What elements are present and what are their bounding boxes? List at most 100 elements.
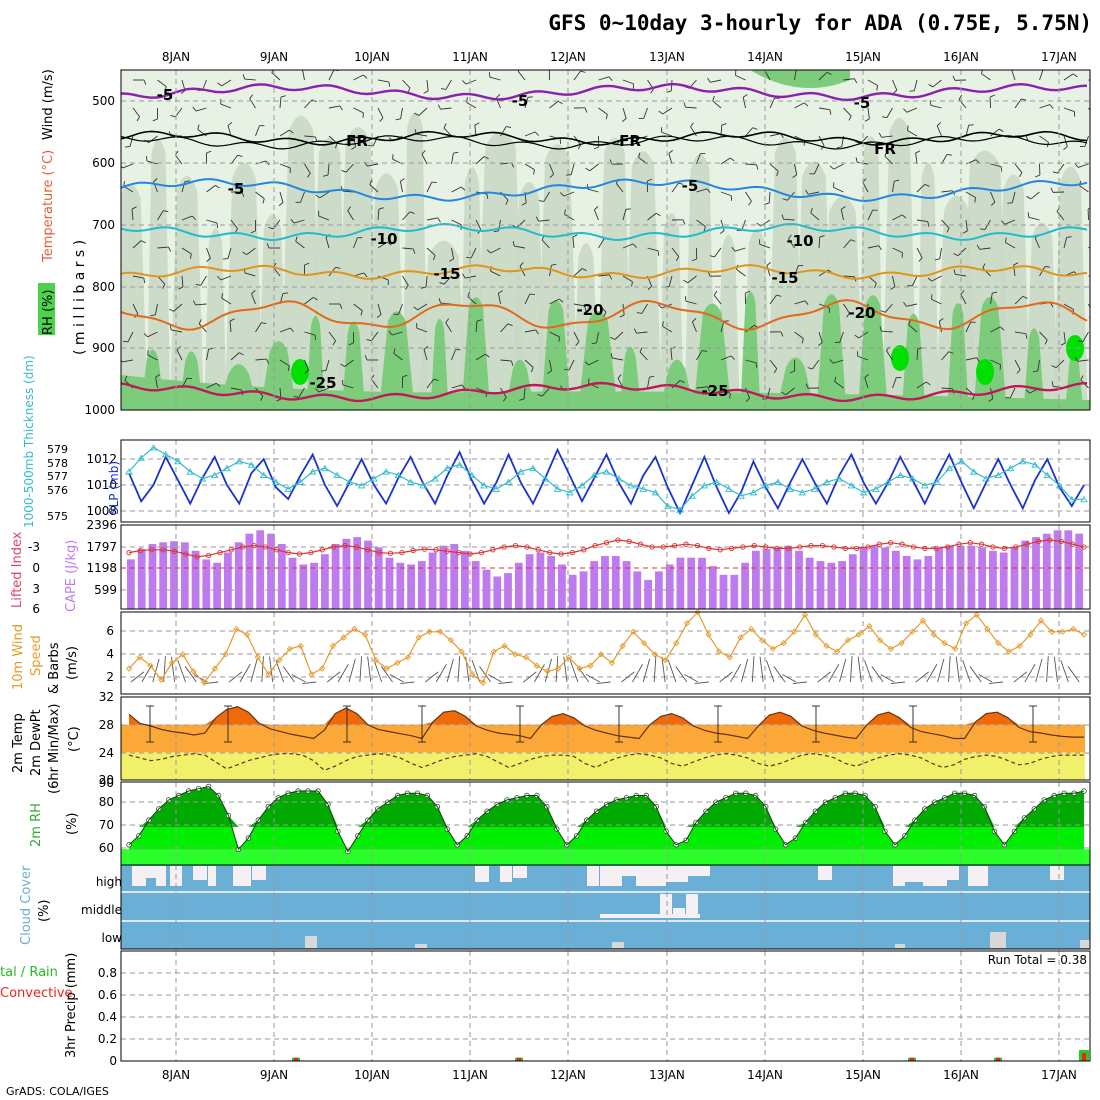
upper-barb [916,348,919,361]
upper-barb-flag [498,290,503,294]
thickness-point [945,464,954,472]
upper-barb-flag [998,128,1004,132]
upper-barb [913,79,918,91]
upper-barb [327,163,330,175]
upper-barb [957,247,967,256]
upper-barb-flag [206,257,211,262]
cloud-low-cell [895,944,905,948]
upper-barb [843,107,852,117]
wind10-barb [586,674,600,683]
temperature-axis-label: Temperature (°C) [41,150,56,263]
upper-barb-flag [658,304,663,309]
thickness-point [504,478,513,485]
upper-barb [206,247,211,259]
cape-bar [234,542,243,609]
upper-barb [426,181,433,193]
cape-bar [407,564,415,609]
upper-barb [990,191,996,203]
upper-barb-flag [907,125,909,131]
upper-barb-flag [731,247,736,252]
upper-barb-flag [788,234,792,240]
upper-barb-flag [684,296,687,302]
upper-barb-flag [216,382,221,387]
cape-bar [741,562,749,609]
upper-barb [843,78,855,81]
upper-barb-flag [879,326,882,332]
wind10-barb [479,666,492,683]
thickness-point [798,488,807,496]
upper-barb-flag [521,202,527,206]
upper-barb-flag [512,241,515,247]
upper-barb [1005,242,1016,249]
upper-barb-flag [981,70,983,74]
wind10-point [522,654,530,661]
wind10-point [748,625,755,633]
upper-barb [884,155,893,165]
thickness-point [749,488,758,496]
wind10-point [394,659,401,667]
wind10-point [973,611,980,618]
upper-barb-flag [748,200,752,206]
wind10-point [479,679,487,686]
upper-barb [647,377,650,389]
upper-barb-flag [952,75,956,81]
upper-barb [867,245,879,249]
upper-barb [745,191,752,202]
wind10-barb [667,660,677,683]
upper-barb [377,79,389,83]
thickness-point [468,471,476,479]
wind10-point [887,645,894,652]
cape-bar [762,549,771,609]
cape-bar [385,557,394,609]
upper-barb [300,191,305,203]
wind10-barb [563,656,568,683]
slp-axis-label: SLP (mb) [107,461,121,515]
upper-barb [230,219,238,230]
wind10-point [447,637,455,644]
upper-barb [465,275,477,279]
thickness-point [247,461,256,468]
upper-barb-flag [537,393,543,397]
upper-barb [122,359,134,363]
wind10-barb [751,656,755,683]
upper-barb [916,247,923,258]
dewpt-line [128,753,1084,771]
upper-barb-flag [776,171,779,177]
upper-barb-flag [461,186,466,191]
thickness-point [627,482,635,489]
upper-barb [298,387,305,398]
upper-barb [671,247,680,257]
upper-barb-flag [657,250,660,256]
upper-barb [181,215,193,221]
upper-barb [785,387,795,396]
upper-barb [614,331,624,340]
cape-grid [121,525,1090,609]
upper-barb [911,275,918,287]
wind10-barb [239,664,251,683]
cape-bar [224,552,232,609]
upper-barb [1063,73,1074,81]
upper-barb [788,238,795,249]
upper-barb [1030,191,1040,200]
cloud-low-cell [305,936,317,948]
upper-barb [734,247,746,252]
upper-barb-flag [363,74,368,79]
wind10-line [128,610,1085,684]
upper-barb [122,163,134,169]
thickness-point [1031,461,1039,468]
upper-barb-flag [826,71,832,75]
upper-barb-flag [304,369,309,374]
upper-barb-flag [348,342,354,346]
upper-barb [881,330,893,333]
upper-barb [475,156,485,165]
upper-barb [598,76,610,81]
upper-barb-flag [881,116,888,118]
upper-barb-flag [519,262,524,267]
upper-barb [720,355,732,361]
upper-barb-flag [703,226,706,232]
upper-barb [884,303,893,313]
upper-barb-flag [864,118,870,122]
thickness-point [174,457,182,465]
thickness-point [419,482,427,489]
upper-barb-flag [678,182,684,185]
